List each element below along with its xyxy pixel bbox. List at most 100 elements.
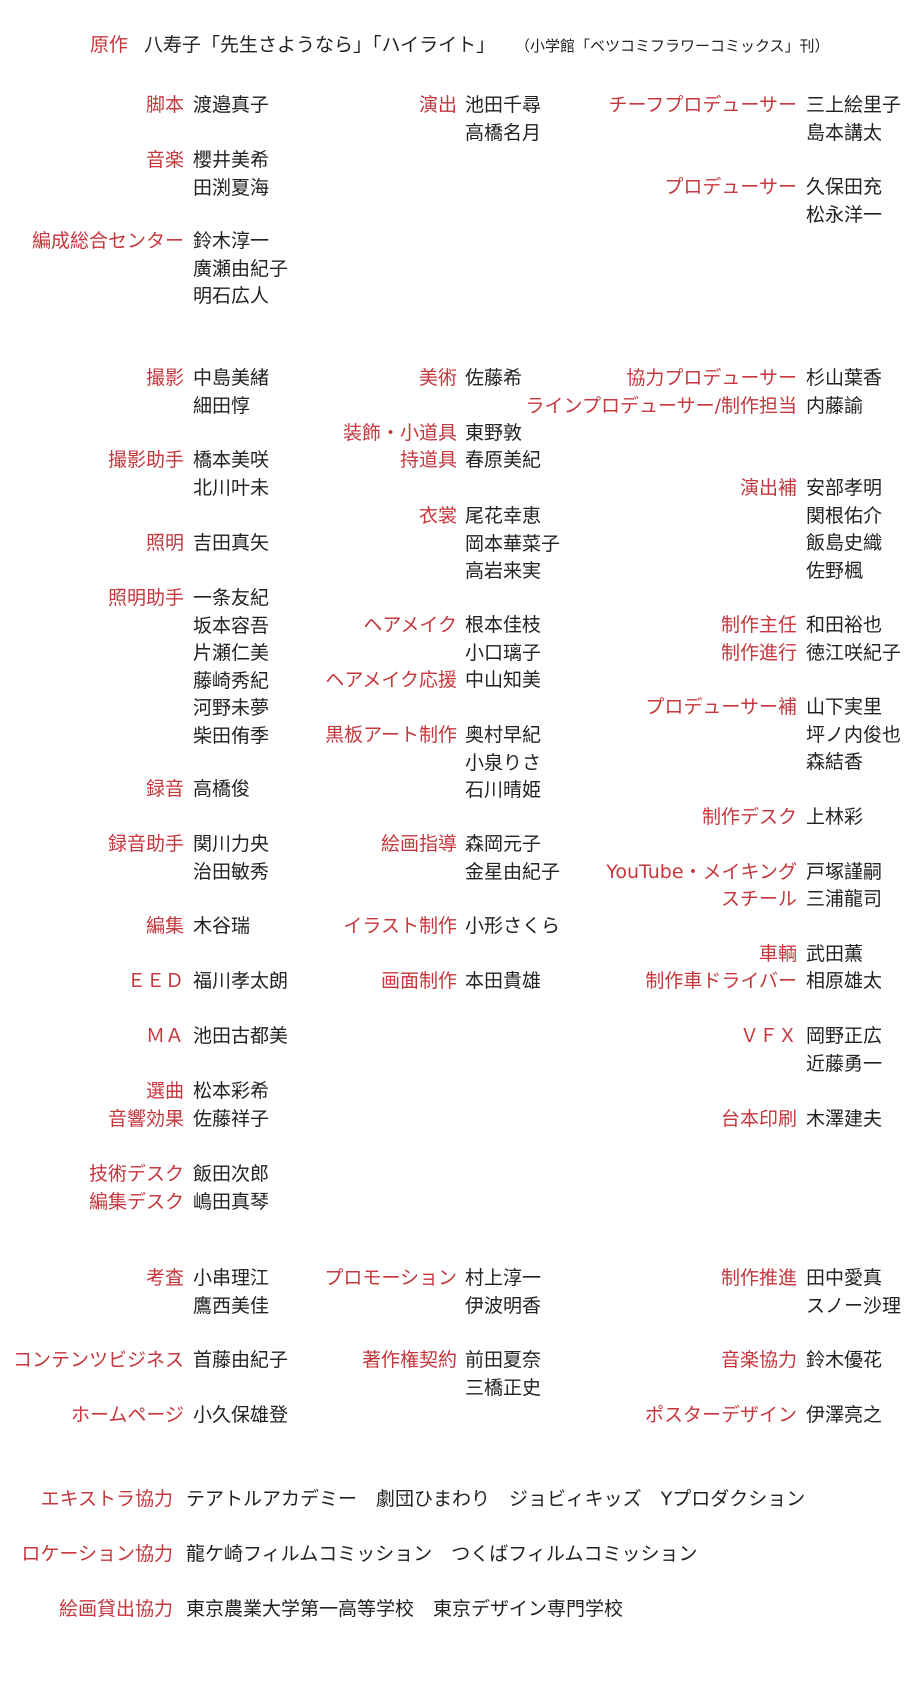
credit-name: 渡邉真子 — [193, 94, 270, 116]
credit-name: 三浦龍司 — [806, 888, 883, 910]
credit-name: 春原美紀 — [465, 449, 542, 471]
credit-role: チーフプロデューサー — [608, 94, 797, 116]
credit-name: 小串理江 — [193, 1267, 270, 1289]
credit-name: 本田貴雄 — [465, 970, 542, 992]
credit-name: 戸塚謹嗣 — [806, 861, 883, 883]
credit-role: 撮影 — [145, 367, 184, 389]
credit-name: 池田古都美 — [193, 1025, 289, 1047]
credit-role: ヘアメイク — [363, 614, 457, 636]
cooperation-role: 絵画貸出協力 — [58, 1598, 173, 1620]
credit-role: ポスターデザイン — [644, 1404, 797, 1426]
credit-role: 照明 — [145, 532, 184, 554]
credit-name: 木澤建夫 — [806, 1108, 883, 1130]
credit-role: 協力プロデューサー — [626, 367, 797, 389]
credit-role: 制作推進 — [720, 1267, 797, 1289]
header-role: 原作 — [89, 34, 128, 56]
credit-name: 高橋俊 — [193, 778, 251, 800]
credit-name: 片瀬仁美 — [193, 642, 270, 664]
credit-name: 相原雄太 — [806, 970, 883, 992]
credit-role: コンテンツビジネス — [12, 1349, 184, 1371]
credit-role: 美術 — [418, 367, 457, 389]
credit-name: 小口璃子 — [465, 641, 542, 664]
cooperation-role: エキストラ協力 — [40, 1488, 173, 1510]
credit-role: 演出 — [418, 94, 457, 116]
credit-name: 佐藤希 — [465, 367, 523, 389]
cooperation-text: 東京農業大学第一高等学校 東京デザイン専門学校 — [186, 1598, 624, 1620]
credit-name: 明石広人 — [193, 285, 270, 307]
credit-name: 池田千尋 — [465, 94, 542, 116]
credit-name: 小泉りさ — [465, 751, 542, 774]
credit-name: スノー沙理 — [806, 1294, 902, 1317]
credit-name: 坂本容吾 — [193, 614, 270, 637]
credit-role: 編成総合センター — [31, 230, 184, 252]
credit-name: 小久保雄登 — [193, 1404, 289, 1426]
credit-name: 奥村早紀 — [465, 724, 542, 746]
credit-role: 演出補 — [739, 477, 797, 499]
credit-role: 脚本 — [145, 94, 184, 116]
credit-name: 金星由紀子 — [465, 860, 561, 883]
credit-name: 徳江咲紀子 — [806, 642, 902, 664]
credit-role: プロデューサー — [664, 176, 797, 198]
credit-name: 中山知美 — [465, 669, 542, 691]
credit-name: 鈴木淳一 — [193, 230, 270, 252]
credit-name: 森結香 — [806, 751, 864, 773]
credit-role: 録音 — [145, 778, 184, 800]
credit-role: 制作車ドライバー — [645, 970, 797, 992]
credit-name: 武田薫 — [806, 943, 864, 965]
credit-name: 飯島史織 — [806, 532, 883, 554]
cooperation-text: テアトルアカデミー 劇団ひまわり ジョビィキッズ Yプロダクション — [186, 1488, 806, 1510]
credit-name: 上林彩 — [806, 806, 864, 828]
credit-name: 藤崎秀紀 — [193, 669, 270, 692]
credit-role: 装飾・小道具 — [342, 422, 457, 444]
credit-role: 音響効果 — [107, 1108, 184, 1130]
credit-name: 柴田侑季 — [193, 724, 270, 747]
credit-role: 音楽協力 — [720, 1349, 797, 1371]
credit-name: 高岩来実 — [465, 560, 542, 582]
credit-role: ＭＡ — [145, 1025, 184, 1047]
credit-name: 福川孝太朗 — [193, 970, 289, 992]
credit-name: 飯田次郎 — [193, 1163, 270, 1185]
credit-role: 録音助手 — [107, 833, 184, 855]
credit-name: 関根佑介 — [806, 504, 883, 527]
credit-role: 撮影助手 — [107, 449, 184, 471]
credit-name: 近藤勇一 — [806, 1052, 883, 1075]
credit-role: 絵画指導 — [380, 833, 457, 855]
credit-role: 台本印刷 — [720, 1108, 797, 1130]
credit-name: 尾花幸恵 — [465, 505, 542, 527]
credit-name: 森岡元子 — [465, 833, 542, 855]
credit-role: 制作進行 — [720, 642, 797, 664]
credit-role: ホームページ — [70, 1404, 184, 1426]
credit-name: 鷹西美佳 — [193, 1294, 270, 1317]
credit-name: 村上淳一 — [465, 1267, 542, 1289]
credit-name: 岡本華菜子 — [465, 532, 561, 555]
credit-role: 編集デスク — [88, 1191, 184, 1213]
credit-name: 一条友紀 — [193, 587, 270, 609]
credit-name: 治田敏秀 — [193, 860, 270, 883]
credit-name: 吉田真矢 — [193, 532, 270, 554]
credit-role: 黒板アート制作 — [325, 724, 457, 746]
credit-name: 和田裕也 — [806, 614, 883, 636]
credit-role: ＥＥＤ — [126, 970, 184, 992]
credit-name: 細田惇 — [193, 394, 251, 417]
header-note: （小学館「ベツコミフラワーコミックス」刊） — [515, 37, 830, 55]
credit-name: 内藤諭 — [806, 395, 864, 417]
credit-name: 嶋田真琴 — [193, 1191, 270, 1213]
credit-name: 佐野楓 — [806, 559, 864, 582]
credit-name: 木谷瑞 — [193, 915, 251, 937]
credit-name: 北川叶未 — [193, 476, 270, 499]
credit-role: ヘアメイク応援 — [325, 669, 457, 691]
credit-role: プロモーション — [324, 1267, 457, 1289]
credit-name: 佐藤祥子 — [193, 1108, 270, 1130]
credit-role: 車輌 — [758, 943, 797, 965]
credit-name: 小形さくら — [465, 915, 561, 937]
credit-name: 中島美緒 — [193, 367, 270, 389]
credit-role: 持道具 — [399, 449, 457, 471]
credit-role: 音楽 — [145, 149, 184, 171]
credit-name: 櫻井美希 — [193, 149, 270, 171]
credit-name: 松永洋一 — [806, 203, 883, 226]
credit-name: 高橋名月 — [465, 121, 542, 144]
credit-name: 伊澤亮之 — [806, 1404, 883, 1426]
credit-name: 鈴木優花 — [806, 1349, 883, 1371]
credit-name: 坪ノ内俊也 — [806, 723, 902, 746]
credit-name: 首藤由紀子 — [193, 1349, 289, 1371]
